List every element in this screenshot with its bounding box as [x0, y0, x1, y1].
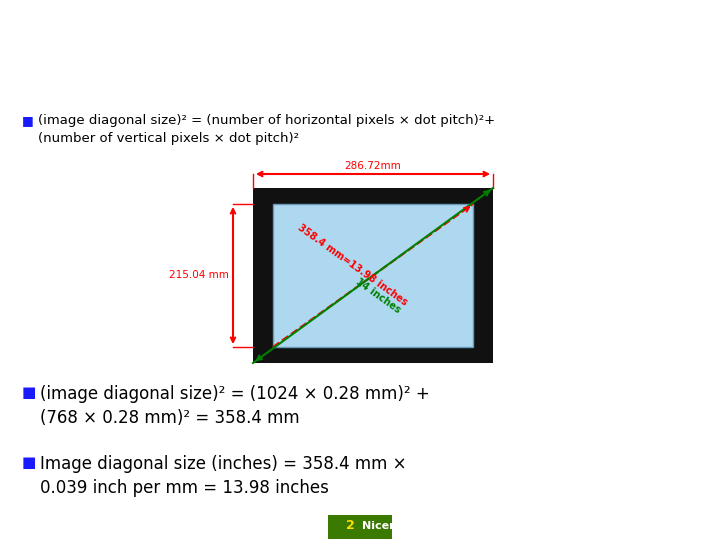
- Bar: [273, 204, 473, 347]
- Text: ■: ■: [22, 455, 37, 470]
- Bar: [253, 188, 493, 363]
- Text: 5: 5: [688, 519, 698, 535]
- Text: Graphic LCD Characteristics: Graphic LCD Characteristics: [142, 16, 578, 44]
- Text: ■: ■: [22, 385, 37, 400]
- Text: ■: ■: [22, 114, 34, 127]
- Text: 358.4 mm=13.98 inches: 358.4 mm=13.98 inches: [297, 223, 410, 308]
- Text: 215.04 mm: 215.04 mm: [169, 271, 229, 280]
- Text: Image diagonal size (inches) = 358.4 mm ×
0.039 inch per mm = 13.98 inches: Image diagonal size (inches) = 358.4 mm …: [40, 455, 407, 497]
- Text: Nicer: Nicer: [362, 521, 395, 531]
- Text: (image diagonal size)² = (number of horizontal pixels × dot pitch)²+
(number of : (image diagonal size)² = (number of hori…: [38, 114, 495, 145]
- Text: 2: 2: [346, 519, 354, 532]
- Text: image diagonal size vs. advertised diagonal size: image diagonal size vs. advertised diago…: [75, 72, 645, 92]
- Text: (image diagonal size)² = (1024 × 0.28 mm)² +
(768 × 0.28 mm)² = 358.4 mm: (image diagonal size)² = (1024 × 0.28 mm…: [40, 385, 430, 427]
- Text: 14 inches: 14 inches: [354, 276, 402, 315]
- Text: 286.72mm: 286.72mm: [345, 161, 401, 171]
- FancyBboxPatch shape: [328, 515, 392, 539]
